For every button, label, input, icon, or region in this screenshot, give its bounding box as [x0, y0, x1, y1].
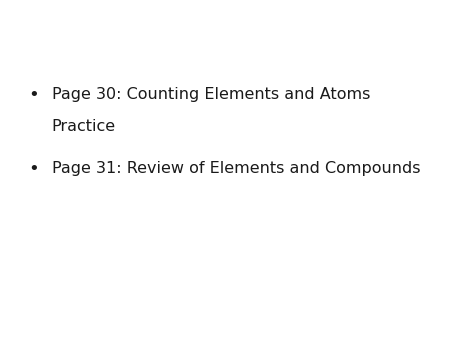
Text: •: •: [28, 86, 39, 104]
Text: Practice: Practice: [52, 119, 116, 134]
Text: Page 31: Review of Elements and Compounds: Page 31: Review of Elements and Compound…: [52, 162, 420, 176]
Text: •: •: [28, 160, 39, 178]
Text: Page 30: Counting Elements and Atoms: Page 30: Counting Elements and Atoms: [52, 87, 370, 102]
